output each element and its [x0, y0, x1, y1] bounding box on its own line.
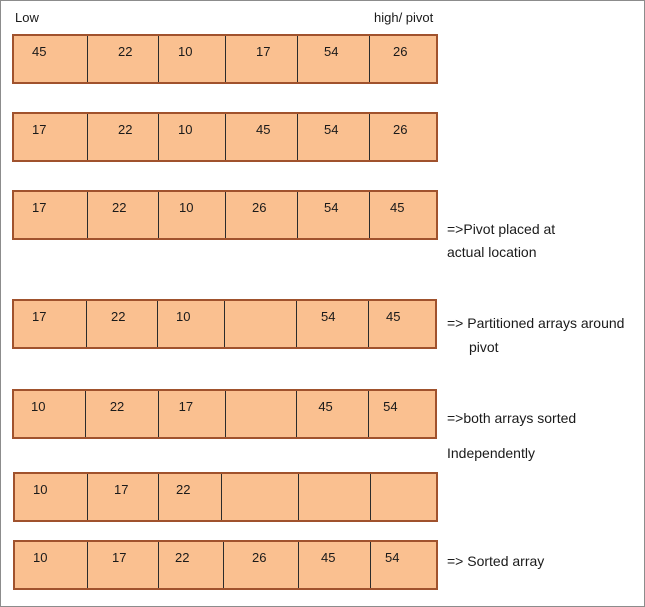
cell-value: 45 — [32, 44, 47, 59]
array-row-7: 10 17 22 26 45 54 — [13, 540, 438, 590]
cell-value: 54 — [385, 550, 400, 565]
cell-value: 26 — [393, 122, 408, 137]
cell-value: 45 — [390, 200, 405, 215]
array-cell: 54 — [298, 36, 370, 82]
high-pivot-label: high/ pivot — [374, 10, 434, 25]
cell-value: 17 — [178, 399, 194, 414]
array-cell: 22 — [86, 391, 159, 437]
array-cell: 22 — [88, 114, 159, 160]
cell-value: 54 — [324, 44, 339, 59]
array-cell: 22 — [88, 192, 159, 238]
cell-value: 45 — [386, 309, 401, 324]
array-cell: 22 — [159, 542, 224, 588]
cell-value: 17 — [256, 44, 271, 59]
array-cell: 54 — [371, 542, 436, 588]
array-cell: 45 — [297, 391, 370, 437]
note-partitioned-line1: => Partitioned arrays around — [447, 315, 625, 331]
cell-value: 26 — [393, 44, 408, 59]
cell-value: 10 — [33, 550, 48, 565]
array-cell: 17 — [88, 542, 159, 588]
cell-value: 26 — [252, 200, 267, 215]
array-cell: 10 — [158, 301, 225, 347]
array-cell — [226, 391, 298, 437]
array-cell: 45 — [226, 114, 298, 160]
cell-value: 22 — [111, 309, 126, 324]
array-cell: 10 — [14, 391, 86, 437]
array-row-1: 45 22 10 17 54 26 — [12, 34, 438, 84]
array-cell: 17 — [88, 474, 159, 520]
cell-value: 54 — [324, 122, 339, 137]
array-cell: 17 — [14, 192, 88, 238]
cell-value: 10 — [31, 399, 46, 414]
cell-value: 26 — [252, 550, 267, 565]
array-cell: 26 — [226, 192, 298, 238]
array-row-5: 10 22 17 45 54 — [12, 389, 437, 439]
array-row-6: 10 17 22 — [13, 472, 438, 522]
cell-value: 45 — [256, 122, 271, 137]
array-cell: 10 — [15, 474, 88, 520]
array-cell: 10 — [15, 542, 88, 588]
cell-value: 17 — [32, 200, 47, 215]
low-label: Low — [15, 10, 39, 25]
array-row-3: 17 22 10 26 54 45 — [12, 190, 438, 240]
array-cell: 17 — [159, 391, 226, 437]
cell-value: 45 — [321, 550, 336, 565]
array-cell: 22 — [159, 474, 222, 520]
array-cell — [225, 301, 297, 347]
cell-value: 17 — [32, 122, 47, 137]
cell-value: 54 — [324, 200, 339, 215]
cell-value: 22 — [118, 122, 133, 137]
array-cell: 54 — [298, 192, 370, 238]
cell-value: 10 — [33, 482, 48, 497]
array-cell — [371, 474, 436, 520]
cell-value: 54 — [383, 399, 398, 414]
array-cell — [222, 474, 299, 520]
array-cell: 26 — [370, 36, 436, 82]
array-cell: 22 — [87, 301, 158, 347]
cell-value: 22 — [109, 399, 125, 414]
cell-value: 10 — [176, 309, 191, 324]
array-cell: 17 — [14, 301, 87, 347]
cell-value: 22 — [176, 482, 191, 497]
note-pivot-placed-line2: actual location — [447, 244, 537, 260]
cell-value: 22 — [118, 44, 133, 59]
array-cell: 17 — [14, 114, 88, 160]
array-row-2: 17 22 10 45 54 26 — [12, 112, 438, 162]
array-cell: 54 — [298, 114, 370, 160]
array-cell: 26 — [370, 114, 436, 160]
note-pivot-placed-line1: =>Pivot placed at — [447, 221, 556, 237]
array-cell — [299, 474, 371, 520]
cell-value: 10 — [178, 122, 193, 137]
array-cell: 45 — [370, 192, 436, 238]
cell-value: 17 — [32, 309, 47, 324]
array-cell: 22 — [88, 36, 159, 82]
cell-value: 10 — [178, 44, 193, 59]
cell-value: 54 — [321, 309, 336, 324]
array-cell: 10 — [159, 192, 226, 238]
cell-value: 22 — [175, 550, 190, 565]
array-cell: 45 — [299, 542, 371, 588]
array-cell: 54 — [369, 391, 435, 437]
cell-value: 45 — [318, 399, 333, 414]
array-cell: 26 — [224, 542, 299, 588]
array-row-4: 17 22 10 54 45 — [12, 299, 437, 349]
array-cell: 17 — [226, 36, 298, 82]
array-cell: 10 — [159, 114, 226, 160]
note-sorted-array: => Sorted array — [447, 553, 545, 569]
array-cell: 54 — [297, 301, 369, 347]
array-cell: 45 — [14, 36, 88, 82]
note-partitioned-line2: pivot — [469, 339, 499, 355]
cell-value: 17 — [114, 482, 129, 497]
note-sorted-independently-line2: Independently — [447, 445, 535, 461]
cell-value: 22 — [112, 200, 127, 215]
array-cell: 45 — [369, 301, 435, 347]
array-cell: 10 — [159, 36, 226, 82]
cell-value: 10 — [179, 200, 194, 215]
note-sorted-independently-line1: =>both arrays sorted — [447, 410, 577, 426]
cell-value: 17 — [112, 550, 127, 565]
